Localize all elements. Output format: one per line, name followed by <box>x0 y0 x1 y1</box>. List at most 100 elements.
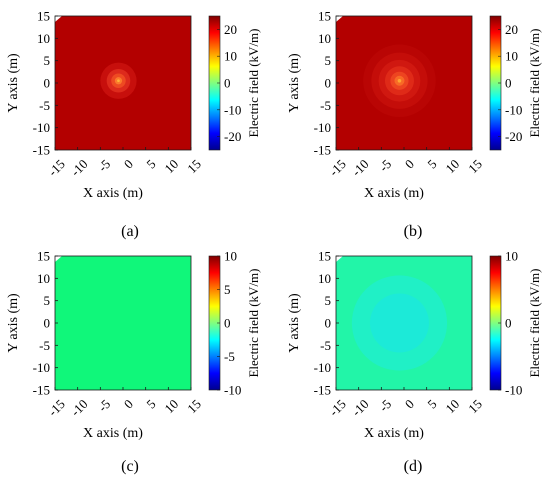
y-tick-label: -15 <box>314 383 331 398</box>
y-tick-label: -10 <box>33 360 50 375</box>
y-tick-label: 5 <box>325 53 332 68</box>
colorbar-tick-label: 0 <box>224 76 231 91</box>
colorbar-label: Electric field (kV/m) <box>246 268 261 377</box>
x-tick-label: 10 <box>442 156 462 176</box>
y-tick-label: 5 <box>44 293 51 308</box>
x-axis-label: X axis (m) <box>364 426 424 441</box>
x-tick-label: 0 <box>402 156 417 171</box>
x-tick-label: -5 <box>95 156 113 174</box>
x-tick-label: 15 <box>184 396 204 416</box>
corner-notch <box>55 256 62 262</box>
x-tick-label: 10 <box>161 396 181 416</box>
y-tick-label: -5 <box>320 98 331 113</box>
y-axis-label: Y axis (m) <box>6 293 21 353</box>
y-tick-label: 0 <box>44 76 51 91</box>
x-tick-label: 0 <box>121 396 136 411</box>
x-tick-label: 0 <box>402 396 417 411</box>
panel-caption: (c) <box>121 458 139 475</box>
x-tick-label: 5 <box>424 396 439 411</box>
x-tick-label: -10 <box>349 156 372 179</box>
x-tick-label: 5 <box>424 156 439 171</box>
y-tick-label: 5 <box>325 293 332 308</box>
colorbar-tick-label: 20 <box>505 22 518 37</box>
y-tick-label: 0 <box>44 316 51 331</box>
x-tick-label: 15 <box>465 396 485 416</box>
y-tick-label: -5 <box>39 338 50 353</box>
x-tick-label: -10 <box>349 396 372 419</box>
x-tick-label: -15 <box>326 396 349 419</box>
colorbar-tick-label: 5 <box>224 282 231 297</box>
y-tick-label: 15 <box>37 9 50 24</box>
y-axis-label: Y axis (m) <box>6 53 21 113</box>
x-tick-label: -15 <box>45 396 68 419</box>
x-tick-label: 0 <box>121 156 136 171</box>
y-tick-label: -15 <box>33 383 50 398</box>
x-axis-label: X axis (m) <box>83 186 143 201</box>
colorbar-tick-label: 10 <box>224 49 237 64</box>
corner-notch <box>55 16 62 22</box>
colorbar-tick-label: -20 <box>224 129 241 144</box>
x-tick-label: 15 <box>184 156 204 176</box>
panel-caption: (a) <box>121 223 139 240</box>
y-tick-label: -10 <box>314 360 331 375</box>
panel-caption: (d) <box>404 458 423 475</box>
y-tick-label: 15 <box>37 249 50 264</box>
x-axis-label: X axis (m) <box>364 186 424 201</box>
y-axis-label: Y axis (m) <box>287 293 302 353</box>
colorbar-tick-label: 10 <box>224 249 237 264</box>
colorbar-label: Electric field (kV/m) <box>527 268 542 377</box>
x-tick-label: 10 <box>442 396 462 416</box>
colorbar-tick-label: 0 <box>505 316 512 331</box>
x-tick-label: 10 <box>161 156 181 176</box>
x-tick-label: -10 <box>68 156 91 179</box>
colorbar-tick-label: -20 <box>505 129 522 144</box>
y-tick-label: 15 <box>318 9 331 24</box>
y-tick-label: 0 <box>325 76 332 91</box>
y-tick-label: 10 <box>318 271 331 286</box>
corner-notch <box>336 16 343 22</box>
colorbar-tick-label: 10 <box>505 249 518 264</box>
x-tick-label: -15 <box>326 156 349 179</box>
field-background <box>55 256 191 390</box>
y-tick-label: 15 <box>318 249 331 264</box>
colorbar-tick-label: 10 <box>505 49 518 64</box>
colorbar-tick-label: 20 <box>224 22 237 37</box>
y-tick-label: 10 <box>37 31 50 46</box>
colorbar-tick-label: -10 <box>224 102 241 117</box>
y-axis-label: Y axis (m) <box>287 53 302 113</box>
y-tick-label: 10 <box>318 31 331 46</box>
y-tick-label: 10 <box>37 271 50 286</box>
colorbar-tick-label: -5 <box>224 349 235 364</box>
field-contour-4 <box>117 79 120 83</box>
colorbar-label: Electric field (kV/m) <box>246 28 261 137</box>
y-tick-label: -5 <box>320 338 331 353</box>
x-tick-label: 5 <box>143 156 158 171</box>
x-tick-label: -10 <box>68 396 91 419</box>
x-tick-label: -5 <box>376 156 394 174</box>
y-tick-label: -15 <box>314 143 331 158</box>
y-tick-label: -15 <box>33 143 50 158</box>
corner-notch <box>336 256 343 262</box>
colorbar-label: Electric field (kV/m) <box>527 28 542 137</box>
panel-caption: (b) <box>404 223 423 240</box>
y-tick-label: 5 <box>44 53 51 68</box>
y-tick-label: -5 <box>39 98 50 113</box>
y-tick-label: -10 <box>314 120 331 135</box>
colorbar-tick-label: -10 <box>505 383 522 398</box>
x-tick-label: -15 <box>45 156 68 179</box>
colorbar-tick-label: 0 <box>224 316 231 331</box>
x-tick-label: 15 <box>465 156 485 176</box>
x-tick-label: -5 <box>95 396 113 414</box>
y-tick-label: -10 <box>33 120 50 135</box>
field-contour-6 <box>397 78 402 83</box>
colorbar-tick-label: -10 <box>505 102 522 117</box>
x-tick-label: 5 <box>143 396 158 411</box>
colorbar-tick-label: -10 <box>224 383 241 398</box>
field-contour-1 <box>369 293 429 353</box>
colorbar-tick-label: 0 <box>505 76 512 91</box>
